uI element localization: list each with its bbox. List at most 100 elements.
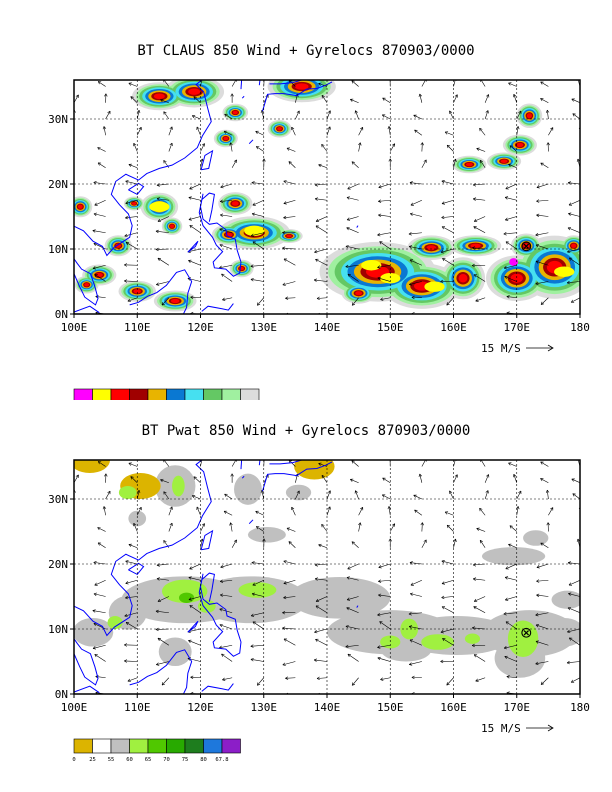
wind-vector [505, 241, 508, 245]
coastline [241, 475, 245, 479]
wind-vector [125, 596, 138, 599]
wind-vector [345, 625, 349, 629]
wind-vector [545, 489, 548, 493]
wind-vector [441, 226, 444, 230]
wind-vector [314, 628, 328, 633]
wind-vector [262, 158, 265, 162]
wind-vector [355, 110, 358, 113]
wind-vector [188, 577, 192, 580]
wind-vector [318, 164, 321, 168]
wind-vector [382, 477, 391, 484]
wind-vector [190, 295, 194, 298]
wind-vector [569, 637, 580, 646]
wind-vector [540, 461, 543, 465]
wind-vector [455, 538, 457, 542]
wind-vector [345, 264, 359, 268]
wind-vector [480, 159, 483, 162]
wind-vector [441, 216, 454, 218]
wind-vector [454, 474, 458, 477]
wind-vector [392, 143, 395, 146]
wind-vector [155, 627, 159, 630]
wind-vector [222, 299, 226, 301]
lon-tick-label: 150E [377, 701, 404, 714]
wind-vector [421, 159, 427, 168]
wind-vector [379, 621, 391, 630]
coastline [240, 460, 243, 470]
wind-vector [156, 198, 169, 201]
wind-vector [283, 583, 287, 585]
wind-vector [256, 146, 264, 152]
pwat-shade [234, 473, 262, 505]
wind-vector [506, 311, 510, 314]
wind-vector [441, 215, 445, 218]
wind-vector [535, 613, 539, 616]
wind-vector [219, 624, 233, 630]
wind-vector [479, 160, 486, 168]
wind-vector [504, 276, 507, 279]
panel-2-title: BT Pwat 850 Wind + Gyrelocs 870903/0000 [141, 423, 471, 439]
wind-vector [379, 621, 382, 625]
wind-vector [188, 260, 191, 263]
wind-vector [168, 506, 173, 516]
wind-vector [94, 654, 97, 658]
wind-vector [387, 126, 390, 130]
wind-vector [351, 297, 359, 306]
wind-vector [317, 297, 328, 299]
wind-vector [314, 632, 318, 634]
lon-tick-label: 120E [187, 701, 214, 714]
wind-vector [504, 656, 517, 662]
wind-vector [345, 245, 349, 249]
pwat-shade [400, 618, 419, 640]
wind-vector [260, 490, 263, 494]
wind-vector [568, 199, 580, 206]
wind-vector [414, 129, 423, 136]
wind-vector [380, 696, 383, 697]
wind-vector [536, 213, 540, 216]
wind-vector [571, 478, 580, 484]
wind-vector [189, 225, 201, 233]
wind-vector [250, 279, 254, 282]
wind-vector [441, 201, 445, 204]
wind-vector [314, 252, 318, 254]
wind-vector [440, 659, 444, 662]
wind-vector [505, 576, 509, 578]
wind-vector [105, 491, 111, 500]
wind-vector [408, 612, 422, 615]
wind-vector [188, 217, 192, 220]
wind-vector [261, 490, 265, 500]
wind-vector [350, 99, 353, 102]
wind-vector [102, 506, 105, 510]
wind-vector [535, 661, 549, 665]
wind-vector [155, 247, 159, 250]
wind-vector [567, 631, 571, 634]
wind-vector [61, 641, 64, 642]
wind-vector [189, 225, 192, 229]
wind-vector [168, 522, 173, 532]
coastline [74, 460, 212, 637]
wind-vector [473, 274, 486, 282]
wind-vector [231, 159, 237, 168]
wind-vector [505, 217, 508, 221]
wind-vector [282, 612, 286, 615]
wind-vector [251, 213, 255, 216]
wind-vector [345, 625, 349, 627]
wind-vector [103, 506, 107, 509]
wind-vector [440, 630, 444, 633]
wind-vector [124, 233, 128, 237]
wind-vector [421, 142, 423, 152]
wind-vector [567, 251, 571, 254]
vector-reference-label: 15 M/S [481, 342, 521, 355]
wind-vector [568, 637, 571, 641]
wind-vector [125, 581, 129, 584]
wind-vector [441, 596, 454, 598]
wind-vector [161, 677, 170, 686]
wind-vector [157, 218, 160, 222]
wind-vector [155, 609, 159, 612]
wind-vector [125, 180, 129, 182]
wind-vector [128, 164, 132, 167]
wind-vector [128, 83, 132, 86]
wind-vector [473, 654, 476, 658]
wind-vector [509, 145, 517, 152]
wind-vector [581, 506, 582, 509]
coastline [262, 81, 333, 112]
